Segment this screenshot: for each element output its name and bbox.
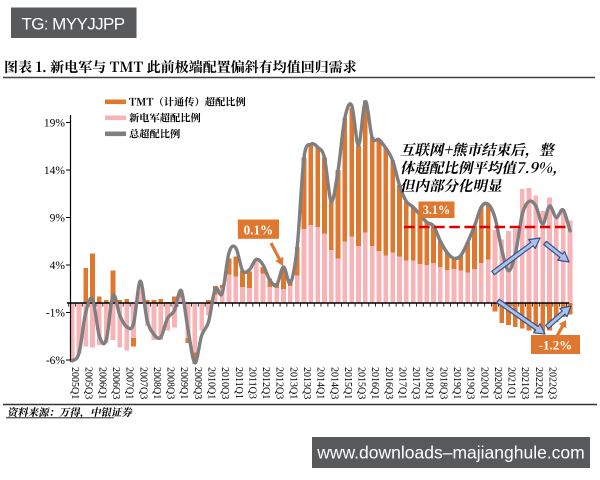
svg-text:2010Q1: 2010Q1 [206, 367, 217, 399]
svg-text:3.1%: 3.1% [423, 203, 450, 217]
svg-text:2006Q1: 2006Q1 [96, 367, 107, 399]
svg-text:2013Q1: 2013Q1 [287, 367, 298, 399]
svg-text:2016Q1: 2016Q1 [369, 367, 380, 399]
svg-text:2015Q3: 2015Q3 [356, 367, 367, 399]
svg-text:2014Q1: 2014Q1 [315, 367, 326, 399]
svg-text:2007Q1: 2007Q1 [124, 367, 135, 399]
svg-text:www.downloads–majianghule.com: www.downloads–majianghule.com [316, 443, 585, 463]
svg-text:2022Q3: 2022Q3 [547, 367, 558, 399]
svg-text:2008Q3: 2008Q3 [165, 367, 176, 399]
svg-text:9%: 9% [50, 213, 66, 225]
svg-text:2017Q3: 2017Q3 [410, 367, 421, 399]
svg-text:TG: MYYJJPP: TG: MYYJJPP [22, 15, 125, 34]
svg-text:-6%: -6% [46, 355, 66, 367]
svg-text:2016Q3: 2016Q3 [383, 367, 394, 399]
svg-text:2022Q1: 2022Q1 [533, 367, 544, 399]
svg-text:2012Q3: 2012Q3 [274, 367, 285, 399]
svg-text:2006Q3: 2006Q3 [110, 367, 121, 399]
svg-text:2018Q3: 2018Q3 [437, 367, 448, 399]
svg-text:2019Q3: 2019Q3 [465, 367, 476, 399]
svg-text:2008Q1: 2008Q1 [151, 367, 162, 399]
svg-text:2020Q3: 2020Q3 [492, 367, 503, 399]
svg-text:19%: 19% [44, 118, 66, 130]
svg-text:-1%: -1% [46, 308, 66, 320]
svg-text:2015Q1: 2015Q1 [342, 367, 353, 399]
svg-text:2021Q3: 2021Q3 [519, 367, 530, 399]
svg-text:2012Q1: 2012Q1 [260, 367, 271, 399]
svg-text:2019Q1: 2019Q1 [451, 367, 462, 399]
svg-text:2005Q1: 2005Q1 [69, 367, 80, 399]
svg-text:-1.2%: -1.2% [539, 337, 573, 352]
svg-text:4%: 4% [50, 260, 66, 272]
svg-text:2009Q1: 2009Q1 [178, 367, 189, 399]
svg-text:2007Q3: 2007Q3 [137, 367, 148, 399]
svg-text:14%: 14% [44, 165, 66, 177]
svg-text:2009Q3: 2009Q3 [192, 367, 203, 399]
svg-text:2021Q1: 2021Q1 [506, 367, 517, 399]
svg-text:2020Q1: 2020Q1 [478, 367, 489, 399]
svg-text:2011Q3: 2011Q3 [246, 367, 257, 399]
svg-text:2011Q1: 2011Q1 [233, 367, 244, 399]
svg-text:2018Q1: 2018Q1 [424, 367, 435, 399]
svg-text:2005Q3: 2005Q3 [83, 367, 94, 399]
svg-text:2010Q3: 2010Q3 [219, 367, 230, 399]
svg-text:0.1%: 0.1% [244, 222, 274, 237]
svg-text:2013Q3: 2013Q3 [301, 367, 312, 399]
svg-text:2014Q3: 2014Q3 [328, 367, 339, 399]
svg-text:2017Q1: 2017Q1 [397, 367, 408, 399]
